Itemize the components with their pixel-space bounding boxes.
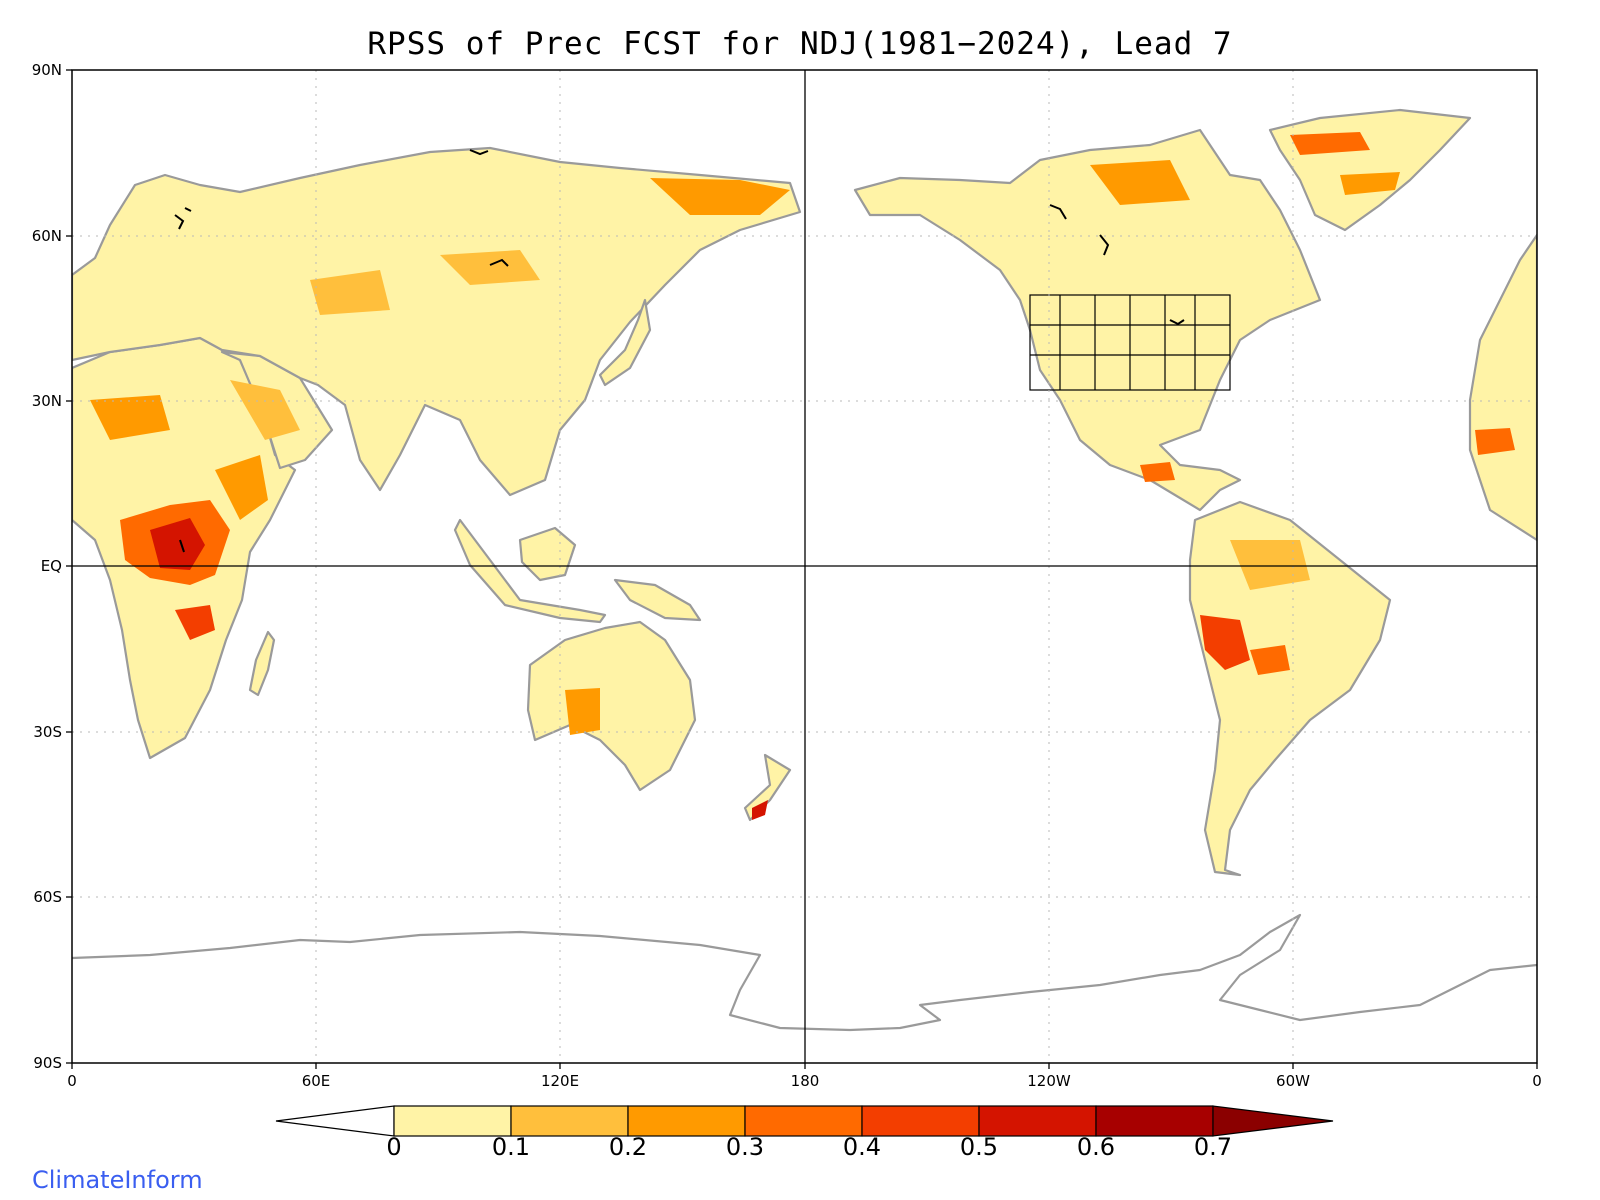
land-antarctica bbox=[72, 913, 1537, 1032]
colorbar-segment bbox=[627, 1105, 746, 1137]
colorbar-label-0-1: 0.1 bbox=[491, 1133, 531, 1161]
skill-patch-new-zealand bbox=[752, 800, 768, 820]
land-eurasia bbox=[72, 146, 802, 497]
skill-patch-canada-north bbox=[1090, 160, 1190, 205]
colorbar-segment bbox=[744, 1105, 863, 1137]
skill-patch-bolivia bbox=[1250, 645, 1290, 675]
land-west-africa-right bbox=[1468, 233, 1537, 542]
credit-text: ClimateInform bbox=[32, 1166, 203, 1194]
skill-patch-amazon bbox=[1230, 540, 1310, 590]
lon-label-60e: 60E bbox=[301, 1072, 331, 1090]
land-north-america bbox=[853, 128, 1322, 512]
skill-patch-siberia-east bbox=[650, 178, 790, 215]
skill-patch-angola bbox=[175, 605, 215, 640]
skill-patch-east-africa bbox=[215, 455, 268, 520]
land-japan bbox=[598, 298, 652, 387]
land-south-america bbox=[1188, 500, 1392, 877]
lon-label-120w: 120W bbox=[1027, 1072, 1071, 1090]
skill-patch-central-asia bbox=[310, 270, 390, 315]
land-sumatra-java bbox=[453, 518, 607, 624]
skill-patch-central-america bbox=[1140, 462, 1175, 482]
lat-label-60s: 60S bbox=[33, 888, 62, 906]
lat-label-30s: 30S bbox=[33, 723, 62, 741]
skill-patch-andes bbox=[1200, 615, 1250, 670]
skill-patch-greenland bbox=[1290, 132, 1370, 155]
skill-patch-greenland-south bbox=[1340, 172, 1400, 195]
skill-patch-west-africa bbox=[1475, 428, 1515, 455]
lon-label-180: 180 bbox=[790, 1072, 820, 1090]
colorbar-segment bbox=[510, 1105, 629, 1137]
colorbar-label-0-2: 0.2 bbox=[608, 1133, 648, 1161]
skill-patch-arabia bbox=[230, 380, 300, 440]
land-new-guinea bbox=[613, 578, 702, 622]
us-state-borders bbox=[1029, 294, 1231, 391]
lat-label-eq: EQ bbox=[40, 557, 62, 575]
lon-label-120e: 120E bbox=[540, 1072, 580, 1090]
land-australia bbox=[526, 620, 697, 792]
colorbar-label-0-6: 0.6 bbox=[1076, 1133, 1116, 1161]
colorbar-segment bbox=[393, 1105, 512, 1137]
skill-patch-sahara bbox=[90, 395, 170, 440]
skill-patch-congo-core bbox=[150, 518, 205, 570]
lat-label-60n: 60N bbox=[31, 227, 62, 245]
skill-patch-australia bbox=[565, 688, 600, 735]
colorbar-segment bbox=[1095, 1105, 1214, 1137]
land-madagascar bbox=[248, 630, 276, 697]
lon-label-0-right: 0 bbox=[1532, 1072, 1542, 1090]
lon-label-60w: 60W bbox=[1276, 1072, 1310, 1090]
colorbar-label-0-3: 0.3 bbox=[725, 1133, 765, 1161]
colorbar-label-0-7: 0.7 bbox=[1193, 1133, 1233, 1161]
colorbar bbox=[275, 1105, 1334, 1137]
colorbar-segment bbox=[861, 1105, 980, 1137]
chart-title: RPSS of Prec FCST for NDJ(1981−2024), Le… bbox=[367, 26, 1233, 62]
colorbar-low-arrow bbox=[275, 1105, 395, 1137]
colorbar-label-0: 0 bbox=[386, 1133, 402, 1161]
land-borneo bbox=[518, 526, 577, 582]
map-content bbox=[72, 70, 1537, 1063]
lat-label-90n: 90N bbox=[31, 61, 62, 79]
colorbar-segment bbox=[978, 1105, 1097, 1137]
skill-patch-siberia-central bbox=[440, 250, 540, 285]
land-new-zealand bbox=[743, 753, 792, 822]
colorbar-high-arrow bbox=[1212, 1105, 1334, 1137]
lat-label-30n: 30N bbox=[31, 392, 62, 410]
lakes bbox=[174, 149, 1185, 553]
lon-label-0-left: 0 bbox=[67, 1072, 77, 1090]
lat-label-90s: 90S bbox=[33, 1054, 62, 1072]
colorbar-label-0-5: 0.5 bbox=[959, 1133, 999, 1161]
axis-ticks bbox=[66, 69, 1538, 1069]
colorbar-label-0-4: 0.4 bbox=[842, 1133, 882, 1161]
